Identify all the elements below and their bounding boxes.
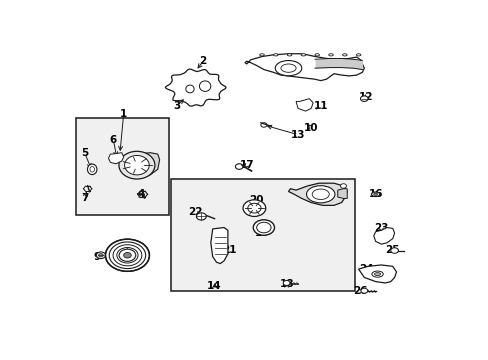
Ellipse shape bbox=[314, 54, 319, 56]
Polygon shape bbox=[358, 265, 396, 283]
Ellipse shape bbox=[124, 156, 149, 175]
Ellipse shape bbox=[256, 222, 270, 233]
Polygon shape bbox=[137, 153, 159, 176]
Circle shape bbox=[119, 249, 136, 261]
Ellipse shape bbox=[287, 54, 291, 56]
Ellipse shape bbox=[280, 64, 295, 72]
Text: 16: 16 bbox=[367, 189, 382, 199]
Text: 10: 10 bbox=[304, 123, 318, 133]
Text: 5: 5 bbox=[81, 148, 88, 158]
Ellipse shape bbox=[328, 54, 333, 56]
Circle shape bbox=[123, 252, 131, 258]
Text: 6: 6 bbox=[110, 135, 117, 145]
Text: 22: 22 bbox=[188, 207, 203, 217]
Circle shape bbox=[196, 213, 206, 220]
Ellipse shape bbox=[275, 60, 301, 76]
Ellipse shape bbox=[185, 85, 194, 93]
Ellipse shape bbox=[253, 220, 274, 235]
Polygon shape bbox=[244, 54, 364, 81]
Text: 18: 18 bbox=[279, 279, 293, 289]
Text: 9: 9 bbox=[93, 252, 101, 262]
Ellipse shape bbox=[371, 192, 379, 197]
Text: 21: 21 bbox=[222, 245, 237, 255]
Polygon shape bbox=[288, 183, 346, 205]
Circle shape bbox=[260, 123, 266, 127]
Circle shape bbox=[360, 96, 367, 102]
Ellipse shape bbox=[306, 186, 334, 203]
Ellipse shape bbox=[259, 54, 264, 56]
Circle shape bbox=[96, 252, 105, 258]
Polygon shape bbox=[373, 228, 394, 244]
Polygon shape bbox=[165, 69, 225, 106]
Circle shape bbox=[105, 239, 149, 271]
Text: 11: 11 bbox=[313, 100, 327, 111]
Ellipse shape bbox=[311, 189, 328, 199]
Ellipse shape bbox=[356, 54, 360, 56]
Text: 13: 13 bbox=[290, 130, 305, 140]
Text: 20: 20 bbox=[248, 195, 263, 205]
Circle shape bbox=[99, 253, 103, 257]
Text: 12: 12 bbox=[358, 92, 373, 102]
Ellipse shape bbox=[199, 81, 210, 91]
Text: 25: 25 bbox=[385, 245, 399, 255]
Text: 14: 14 bbox=[207, 281, 222, 291]
Circle shape bbox=[235, 164, 243, 169]
Text: 1: 1 bbox=[120, 109, 127, 119]
Text: 8: 8 bbox=[123, 252, 131, 262]
Bar bbox=[76, 118, 169, 215]
Polygon shape bbox=[337, 189, 346, 198]
Circle shape bbox=[283, 280, 289, 285]
Ellipse shape bbox=[119, 151, 155, 179]
Polygon shape bbox=[210, 228, 227, 264]
Circle shape bbox=[390, 248, 398, 253]
Text: 23: 23 bbox=[373, 222, 388, 233]
Ellipse shape bbox=[273, 54, 278, 56]
Circle shape bbox=[360, 288, 367, 293]
Ellipse shape bbox=[90, 167, 94, 172]
Ellipse shape bbox=[243, 200, 265, 216]
Text: 19: 19 bbox=[254, 228, 268, 238]
Text: 24: 24 bbox=[358, 264, 373, 274]
Ellipse shape bbox=[342, 54, 346, 56]
Text: 15: 15 bbox=[324, 186, 339, 197]
Circle shape bbox=[340, 184, 346, 188]
Ellipse shape bbox=[371, 271, 383, 277]
Text: 2: 2 bbox=[199, 56, 206, 66]
Polygon shape bbox=[296, 99, 312, 111]
Text: 26: 26 bbox=[352, 286, 367, 296]
Ellipse shape bbox=[301, 54, 305, 56]
Bar bbox=[171, 179, 354, 291]
Ellipse shape bbox=[87, 164, 97, 175]
Text: 3: 3 bbox=[173, 100, 180, 111]
Ellipse shape bbox=[374, 273, 380, 276]
Text: 4: 4 bbox=[137, 189, 144, 199]
Text: 17: 17 bbox=[239, 160, 254, 170]
Text: 7: 7 bbox=[81, 193, 88, 203]
Ellipse shape bbox=[247, 203, 261, 213]
Ellipse shape bbox=[373, 193, 377, 195]
Polygon shape bbox=[108, 153, 123, 164]
